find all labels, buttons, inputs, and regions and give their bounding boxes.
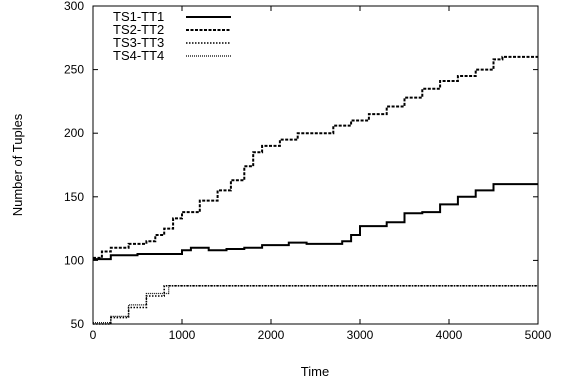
series-line-ts4-tt4 — [93, 285, 538, 324]
plot-frame — [92, 5, 539, 325]
x-tick-label: 0 — [90, 328, 97, 342]
series-layer — [93, 55, 538, 325]
legend-label: TS4-TT4 — [113, 48, 164, 63]
x-tick-label: 5000 — [525, 328, 552, 342]
y-tick-label: 200 — [64, 126, 84, 140]
y-tick-label: 100 — [64, 253, 84, 267]
series-line-ts1-tt1 — [93, 183, 538, 261]
x-tick-label: 3000 — [347, 328, 374, 342]
y-axis-title: Number of Tuples — [10, 113, 25, 216]
legend-label: TS1-TT1 — [113, 9, 164, 24]
x-tick-label: 2000 — [258, 328, 285, 342]
series-line-ts2-tt2 — [93, 55, 538, 259]
legend-label: TS2-TT2 — [113, 22, 164, 37]
x-tick-label: 4000 — [436, 328, 463, 342]
y-tick-label: 50 — [71, 317, 85, 331]
x-tick-label: 1000 — [169, 328, 196, 342]
x-axis-title: Time — [301, 364, 329, 379]
legend-label: TS3-TT3 — [113, 35, 164, 50]
series-line-ts3-tt3 — [93, 285, 538, 325]
y-tick-label: 300 — [64, 0, 84, 13]
y-tick-label: 250 — [64, 63, 84, 77]
y-tick-label: 150 — [64, 190, 84, 204]
